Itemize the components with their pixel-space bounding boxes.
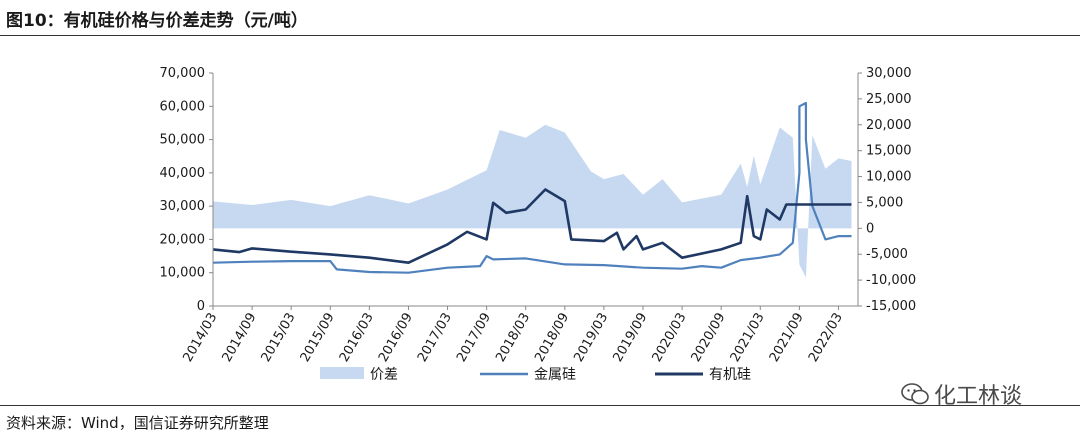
x-tick-label: 2015/03 <box>259 311 299 365</box>
x-tick-label: 2018/03 <box>493 311 533 365</box>
x-tick-label: 2017/03 <box>415 311 455 365</box>
x-tick-label: 2021/03 <box>728 311 768 365</box>
y-right-tick-label: 15,000 <box>866 144 912 159</box>
y-right-tick-label: -5,000 <box>866 247 908 262</box>
top-divider <box>0 35 1080 36</box>
legend-label: 有机硅 <box>709 367 751 383</box>
x-tick-label: 2020/09 <box>689 311 729 365</box>
wechat-icon <box>901 383 929 405</box>
y-right-tick-label: 30,000 <box>866 66 912 81</box>
y-left-tick-label: 20,000 <box>160 232 206 247</box>
x-tick-label: 2019/09 <box>610 311 650 365</box>
y-left-tick-label: 50,000 <box>160 133 206 148</box>
legend-swatch-spread <box>320 367 364 379</box>
x-tick-label: 2015/09 <box>298 311 338 365</box>
x-tick-label: 2017/09 <box>454 311 494 365</box>
x-tick-label: 2020/03 <box>650 311 690 365</box>
x-tick-label: 2018/09 <box>532 311 572 365</box>
watermark-text: 化工林谈 <box>934 384 1023 409</box>
x-tick-label: 2022/03 <box>806 311 846 365</box>
x-tick-label: 2016/03 <box>337 311 377 365</box>
y-right-tick-label: 10,000 <box>866 170 912 185</box>
y-left-tick-label: 30,000 <box>160 199 206 214</box>
legend-label: 金属硅 <box>534 367 576 383</box>
y-left-tick-label: 0 <box>197 299 205 314</box>
y-right-tick-label: 0 <box>866 221 874 236</box>
y-left-tick-label: 10,000 <box>160 266 206 281</box>
y-right-tick-label: 20,000 <box>866 118 912 133</box>
series-organosilicon-line <box>212 188 852 265</box>
x-tick-label: 2021/09 <box>767 311 807 365</box>
x-tick-label: 2014/03 <box>180 311 220 365</box>
y-right-tick-label: -15,000 <box>866 299 916 314</box>
x-tick-label: 2019/03 <box>571 311 611 365</box>
y-right-tick-label: -10,000 <box>866 273 916 288</box>
x-tick-label: 2014/09 <box>220 311 260 365</box>
legend-label: 价差 <box>370 367 398 383</box>
bottom-divider <box>0 405 1080 406</box>
source-note: 资料来源：Wind，国信证券研究所整理 <box>6 414 269 432</box>
series-metal-silicon-line <box>212 101 852 274</box>
y-right-tick-label: 25,000 <box>866 92 912 107</box>
y-left-tick-label: 60,000 <box>160 99 206 114</box>
figure-title: 图10：有机硅价格与价差走势（元/吨） <box>6 11 308 31</box>
chart-area: 0 10,000 20,000 30,000 40,000 50,000 60,000 70,… <box>160 66 917 383</box>
y-right-tick-label: 5,000 <box>866 195 903 210</box>
watermark: 化工林谈 <box>900 378 1022 410</box>
x-tick-label: 2016/09 <box>376 311 416 365</box>
y-left-tick-label: 70,000 <box>160 66 206 81</box>
y-left-tick-label: 40,000 <box>160 166 206 181</box>
